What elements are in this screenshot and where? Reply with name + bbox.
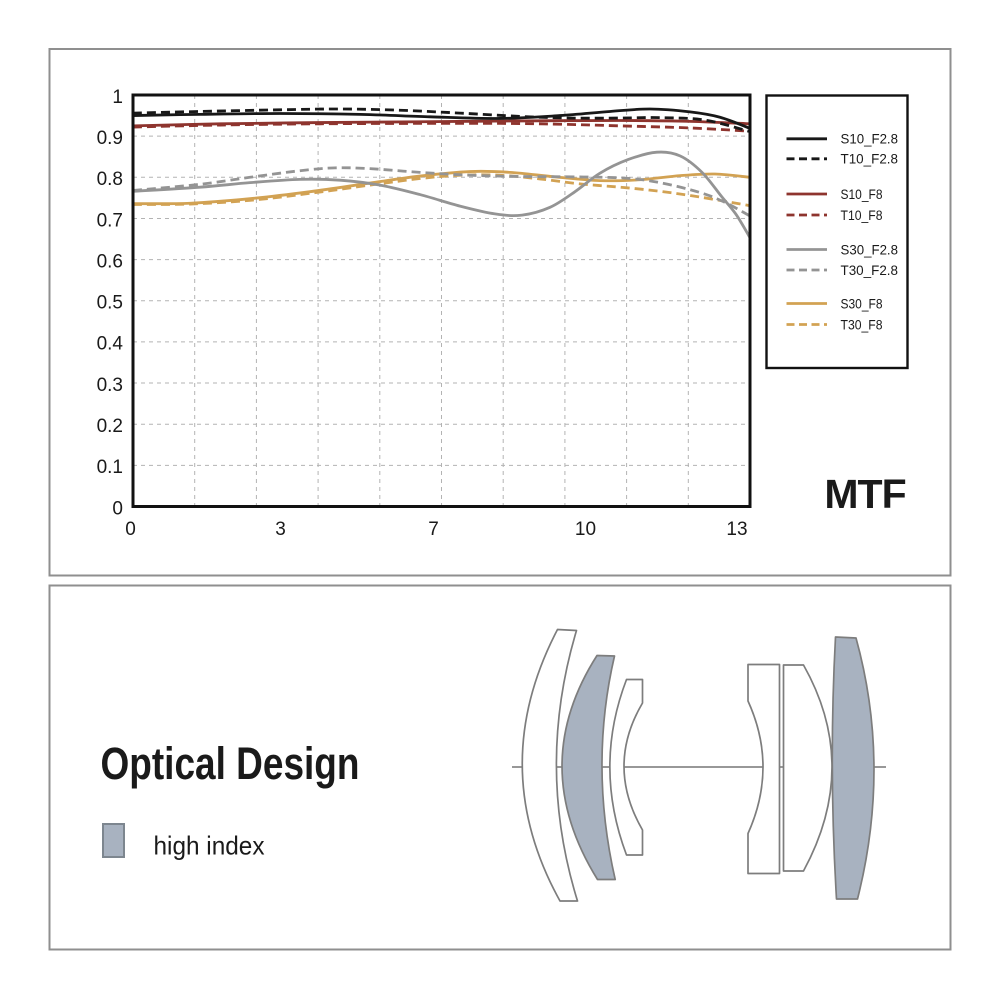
svg-text:0.2: 0.2 (97, 416, 123, 437)
svg-text:1: 1 (112, 87, 123, 108)
svg-text:0: 0 (112, 498, 123, 519)
svg-text:S10_F2.8: S10_F2.8 (841, 132, 899, 147)
svg-text:13: 13 (726, 519, 747, 540)
svg-text:0.3: 0.3 (97, 375, 123, 396)
svg-text:T10_F2.8: T10_F2.8 (841, 152, 899, 167)
svg-text:high index: high index (154, 831, 265, 861)
svg-text:0: 0 (125, 519, 136, 540)
svg-text:S10_F8: S10_F8 (841, 187, 883, 202)
svg-text:0.7: 0.7 (97, 210, 123, 231)
svg-text:0.8: 0.8 (97, 169, 123, 190)
svg-text:S30_F8: S30_F8 (841, 296, 883, 311)
svg-text:0.6: 0.6 (97, 251, 123, 272)
svg-text:T10_F8: T10_F8 (841, 208, 883, 223)
svg-text:0.9: 0.9 (97, 128, 123, 149)
svg-text:MTF: MTF (824, 471, 905, 517)
svg-text:Optical Design: Optical Design (101, 738, 360, 789)
svg-text:S30_F2.8: S30_F2.8 (841, 242, 899, 257)
svg-text:T30_F2.8: T30_F2.8 (841, 263, 899, 278)
svg-text:10: 10 (575, 519, 596, 540)
svg-text:0.4: 0.4 (97, 334, 124, 355)
svg-text:7: 7 (428, 519, 439, 540)
svg-text:0.5: 0.5 (97, 293, 123, 314)
svg-text:T30_F8: T30_F8 (841, 317, 883, 332)
svg-text:3: 3 (275, 519, 286, 540)
svg-text:0.1: 0.1 (97, 457, 123, 478)
